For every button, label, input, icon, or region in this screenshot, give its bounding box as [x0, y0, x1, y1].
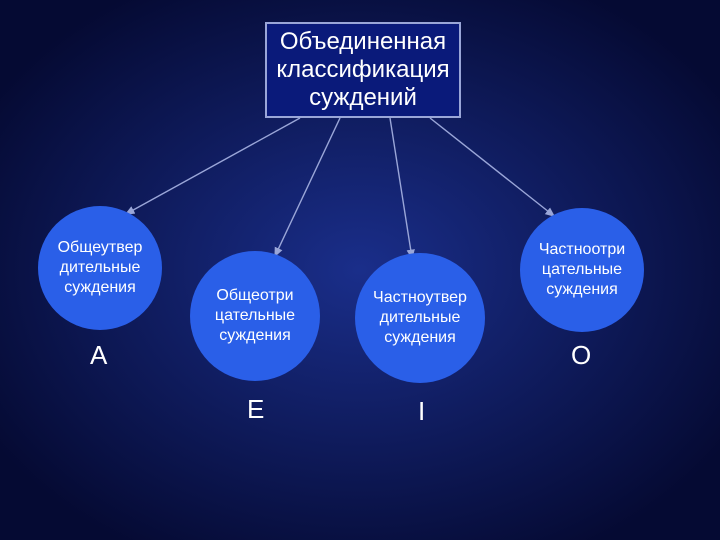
node-label: Частноотри цательные суждения: [526, 240, 638, 300]
node-label: Общеотри цательные суждения: [196, 286, 314, 346]
node-o: Частноотри цательные суждения: [520, 208, 644, 332]
edge: [275, 118, 340, 256]
node-letter-i: I: [418, 396, 425, 427]
edge: [126, 118, 300, 214]
root-label: Объединенная классификация суждений: [267, 28, 459, 112]
diagram-stage: Объединенная классификация суждений Обще…: [0, 0, 720, 540]
node-letter-a: A: [90, 340, 107, 371]
node-label: Частноутвер дительные суждения: [361, 288, 479, 348]
edge: [430, 118, 554, 216]
node-i: Частноутвер дительные суждения: [355, 253, 485, 383]
edge: [390, 118, 412, 258]
node-letter-e: E: [247, 394, 264, 425]
node-letter-o: O: [571, 340, 591, 371]
node-a: Общеутвер дительные суждения: [38, 206, 162, 330]
root-box: Объединенная классификация суждений: [265, 22, 461, 118]
node-label: Общеутвер дительные суждения: [44, 238, 156, 298]
node-e: Общеотри цательные суждения: [190, 251, 320, 381]
